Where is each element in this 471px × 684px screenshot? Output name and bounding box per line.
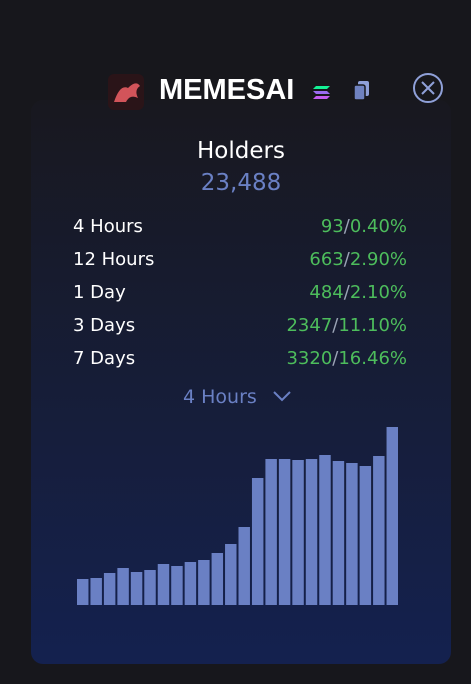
period: 1 Day — [73, 282, 126, 303]
count: 3320 — [286, 348, 333, 369]
chain-icon — [313, 86, 330, 99]
chevron — [273, 391, 291, 402]
count: 484 — [309, 282, 344, 303]
separator: / — [343, 249, 350, 270]
count: 2347 — [286, 315, 333, 336]
separator: / — [343, 282, 350, 303]
change: 2347/11.10% — [286, 315, 407, 336]
holders-value: 23,488 — [200, 170, 282, 196]
holder-row: 4 Hours 93/0.40% — [73, 216, 407, 240]
change: 484/2.10% — [309, 282, 407, 303]
period: 12 Hours — [73, 249, 155, 270]
token-icon — [108, 74, 144, 110]
change: 93/0.40% — [321, 216, 407, 237]
percent: 2.90% — [349, 249, 407, 270]
holder-row: 3 Days 2347/11.10% — [73, 315, 407, 339]
percent: 0.40% — [349, 216, 407, 237]
token-title: MEMESAI — [159, 74, 295, 106]
change: 3320/16.46% — [286, 348, 407, 369]
separator: / — [343, 216, 350, 237]
close-button[interactable] — [412, 72, 444, 104]
percent: 11.10% — [338, 315, 407, 336]
percent: 2.10% — [349, 282, 407, 303]
percent: 16.46% — [338, 348, 407, 369]
period: 7 Days — [73, 348, 136, 369]
period: 4 Hours — [73, 216, 143, 237]
count: 663 — [309, 249, 344, 270]
period: 3 Days — [73, 315, 136, 336]
holder-row: 12 Hours 663/2.90% — [73, 249, 407, 273]
holder-row: 7 Days 3320/16.46% — [73, 348, 407, 372]
separator: / — [332, 315, 339, 336]
period-dropdown[interactable]: 4 Hours — [183, 386, 293, 408]
copy-button[interactable] — [353, 80, 371, 102]
holders-label: Holders — [197, 138, 285, 164]
count: 93 — [320, 216, 344, 237]
change: 663/2.90% — [309, 249, 407, 270]
separator: / — [332, 348, 339, 369]
holder-row: 1 Day 484/2.10% — [73, 282, 407, 306]
dropdown-label: 4 Hours — [183, 386, 257, 408]
